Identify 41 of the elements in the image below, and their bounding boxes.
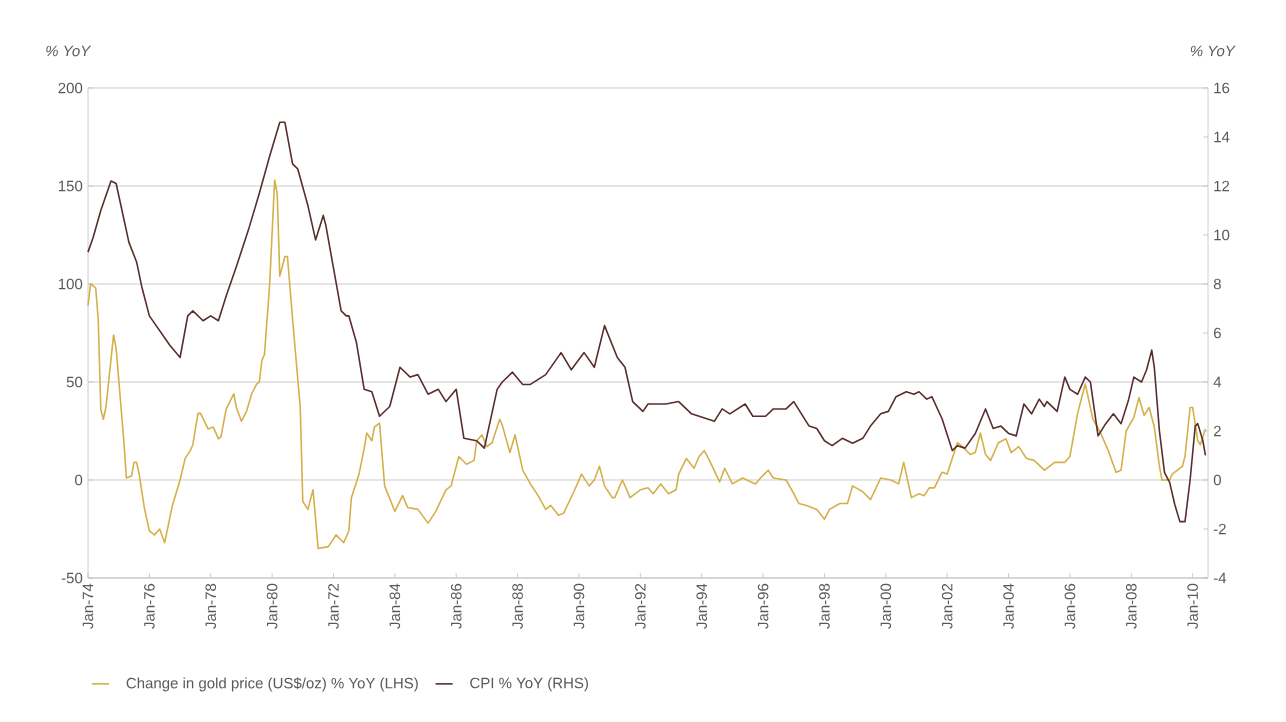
x-tick-label: Jan-96 — [757, 583, 769, 629]
x-tick-label: Jan-80 — [266, 583, 278, 629]
x-tick-label: Jan-86 — [450, 583, 462, 629]
y-tick-label: 200 — [58, 82, 83, 94]
y2-tick-label: 14 — [1214, 131, 1230, 143]
y2-tick-label: 12 — [1214, 180, 1230, 192]
x-tick-label: Jan-00 — [880, 583, 892, 629]
legend-label: Change in gold price (US$/oz) % YoY (LHS) — [126, 677, 418, 692]
x-tick-label: Jan-10 — [1187, 583, 1198, 629]
x-tick-label: Jan-04 — [1003, 583, 1014, 629]
y2-tick-label: 6 — [1213, 327, 1221, 339]
y2-tick-label: -2 — [1213, 523, 1226, 535]
x-tick-label: Jan-94 — [696, 583, 708, 629]
x-tick-label: Jan-90 — [573, 583, 585, 629]
y-tick-label: 150 — [58, 180, 83, 192]
x-tick-label: Jan-08 — [1125, 583, 1137, 629]
legend-label: CPI % YoY (RHS) — [470, 677, 588, 692]
x-tick-label: Jan-78 — [205, 583, 217, 629]
y2-tick-label: 4 — [1213, 376, 1222, 388]
y2-tick-label: 2 — [1213, 425, 1221, 437]
line-series — [87, 179, 1207, 550]
y2-tick-label: 0 — [1213, 474, 1221, 486]
y2-tick-label: -4 — [1213, 572, 1227, 584]
y2-tick-label: 10 — [1214, 229, 1230, 241]
y2-tick-label: 8 — [1213, 278, 1221, 290]
x-tick-label: Jan-76 — [144, 583, 155, 629]
x-tick-label: Jan-98 — [819, 583, 830, 629]
x-tick-label: Jan-72 — [328, 583, 339, 629]
y-tick-label: -50 — [61, 572, 83, 584]
x-tick-label: Jan-74 — [82, 583, 94, 629]
y2-axis-title: % YoY — [1190, 45, 1236, 57]
y-tick-label: 0 — [75, 474, 83, 486]
y-tick-label: 50 — [66, 376, 83, 388]
x-tick-label: Jan-06 — [1064, 583, 1076, 629]
x-tick-label: Jan-88 — [512, 583, 523, 629]
x-tick-label: Jan-02 — [941, 583, 953, 629]
y-axis-title: % YoY — [46, 45, 92, 57]
y2-tick-label: 16 — [1214, 82, 1230, 94]
x-tick-label: Jan-84 — [389, 583, 401, 629]
y-tick-label: 100 — [58, 278, 83, 290]
x-tick-label: Jan-92 — [635, 583, 646, 629]
